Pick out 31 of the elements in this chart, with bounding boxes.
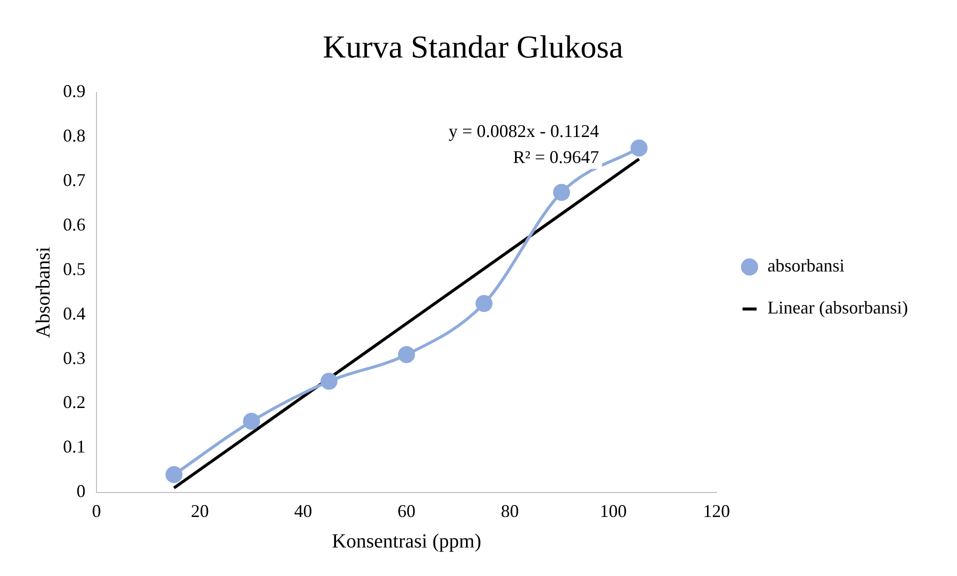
point <box>243 412 260 430</box>
x-tick-label: 20 <box>190 500 209 521</box>
x-axis-title: Konsentrasi (ppm) <box>332 530 482 552</box>
y-tick-label: 0.7 <box>63 170 86 190</box>
point <box>553 184 570 201</box>
point <box>166 466 183 484</box>
point <box>320 372 338 390</box>
point <box>398 346 416 364</box>
y-tick-label: 0.5 <box>63 258 86 279</box>
annotation: y = 0.0082x - 0.1124 <box>448 120 600 141</box>
y-tick-label: 0.9 <box>63 81 86 102</box>
y-tick-label: 0.2 <box>63 392 86 412</box>
point <box>630 139 648 156</box>
y-tick-label: 0.8 <box>63 126 86 146</box>
legend-label: Linear (absorbansi) <box>768 298 908 318</box>
x-tick-label: 120 <box>703 500 730 521</box>
x-tick-label: 60 <box>398 500 416 521</box>
y-tick-label: 0.3 <box>63 348 86 368</box>
point <box>476 295 493 312</box>
x-tick-label: 40 <box>294 500 312 521</box>
legend-label: absorbansi <box>768 256 845 276</box>
x-tick-label: 80 <box>500 500 519 521</box>
y-tick-label: 0.4 <box>63 303 86 324</box>
x-tick-label: 100 <box>600 500 627 521</box>
x-tick-label: 0 <box>92 500 101 521</box>
y-tick-label: 0 <box>76 481 86 502</box>
y-tick-label: 0.1 <box>63 436 86 457</box>
y-axis-title: Absorbansi <box>32 246 54 338</box>
chart-title: Kurva Standar Glukosa <box>322 28 624 65</box>
y-tick-label: 0.6 <box>63 214 86 234</box>
annotation: R² = 0.9647 <box>512 146 600 167</box>
